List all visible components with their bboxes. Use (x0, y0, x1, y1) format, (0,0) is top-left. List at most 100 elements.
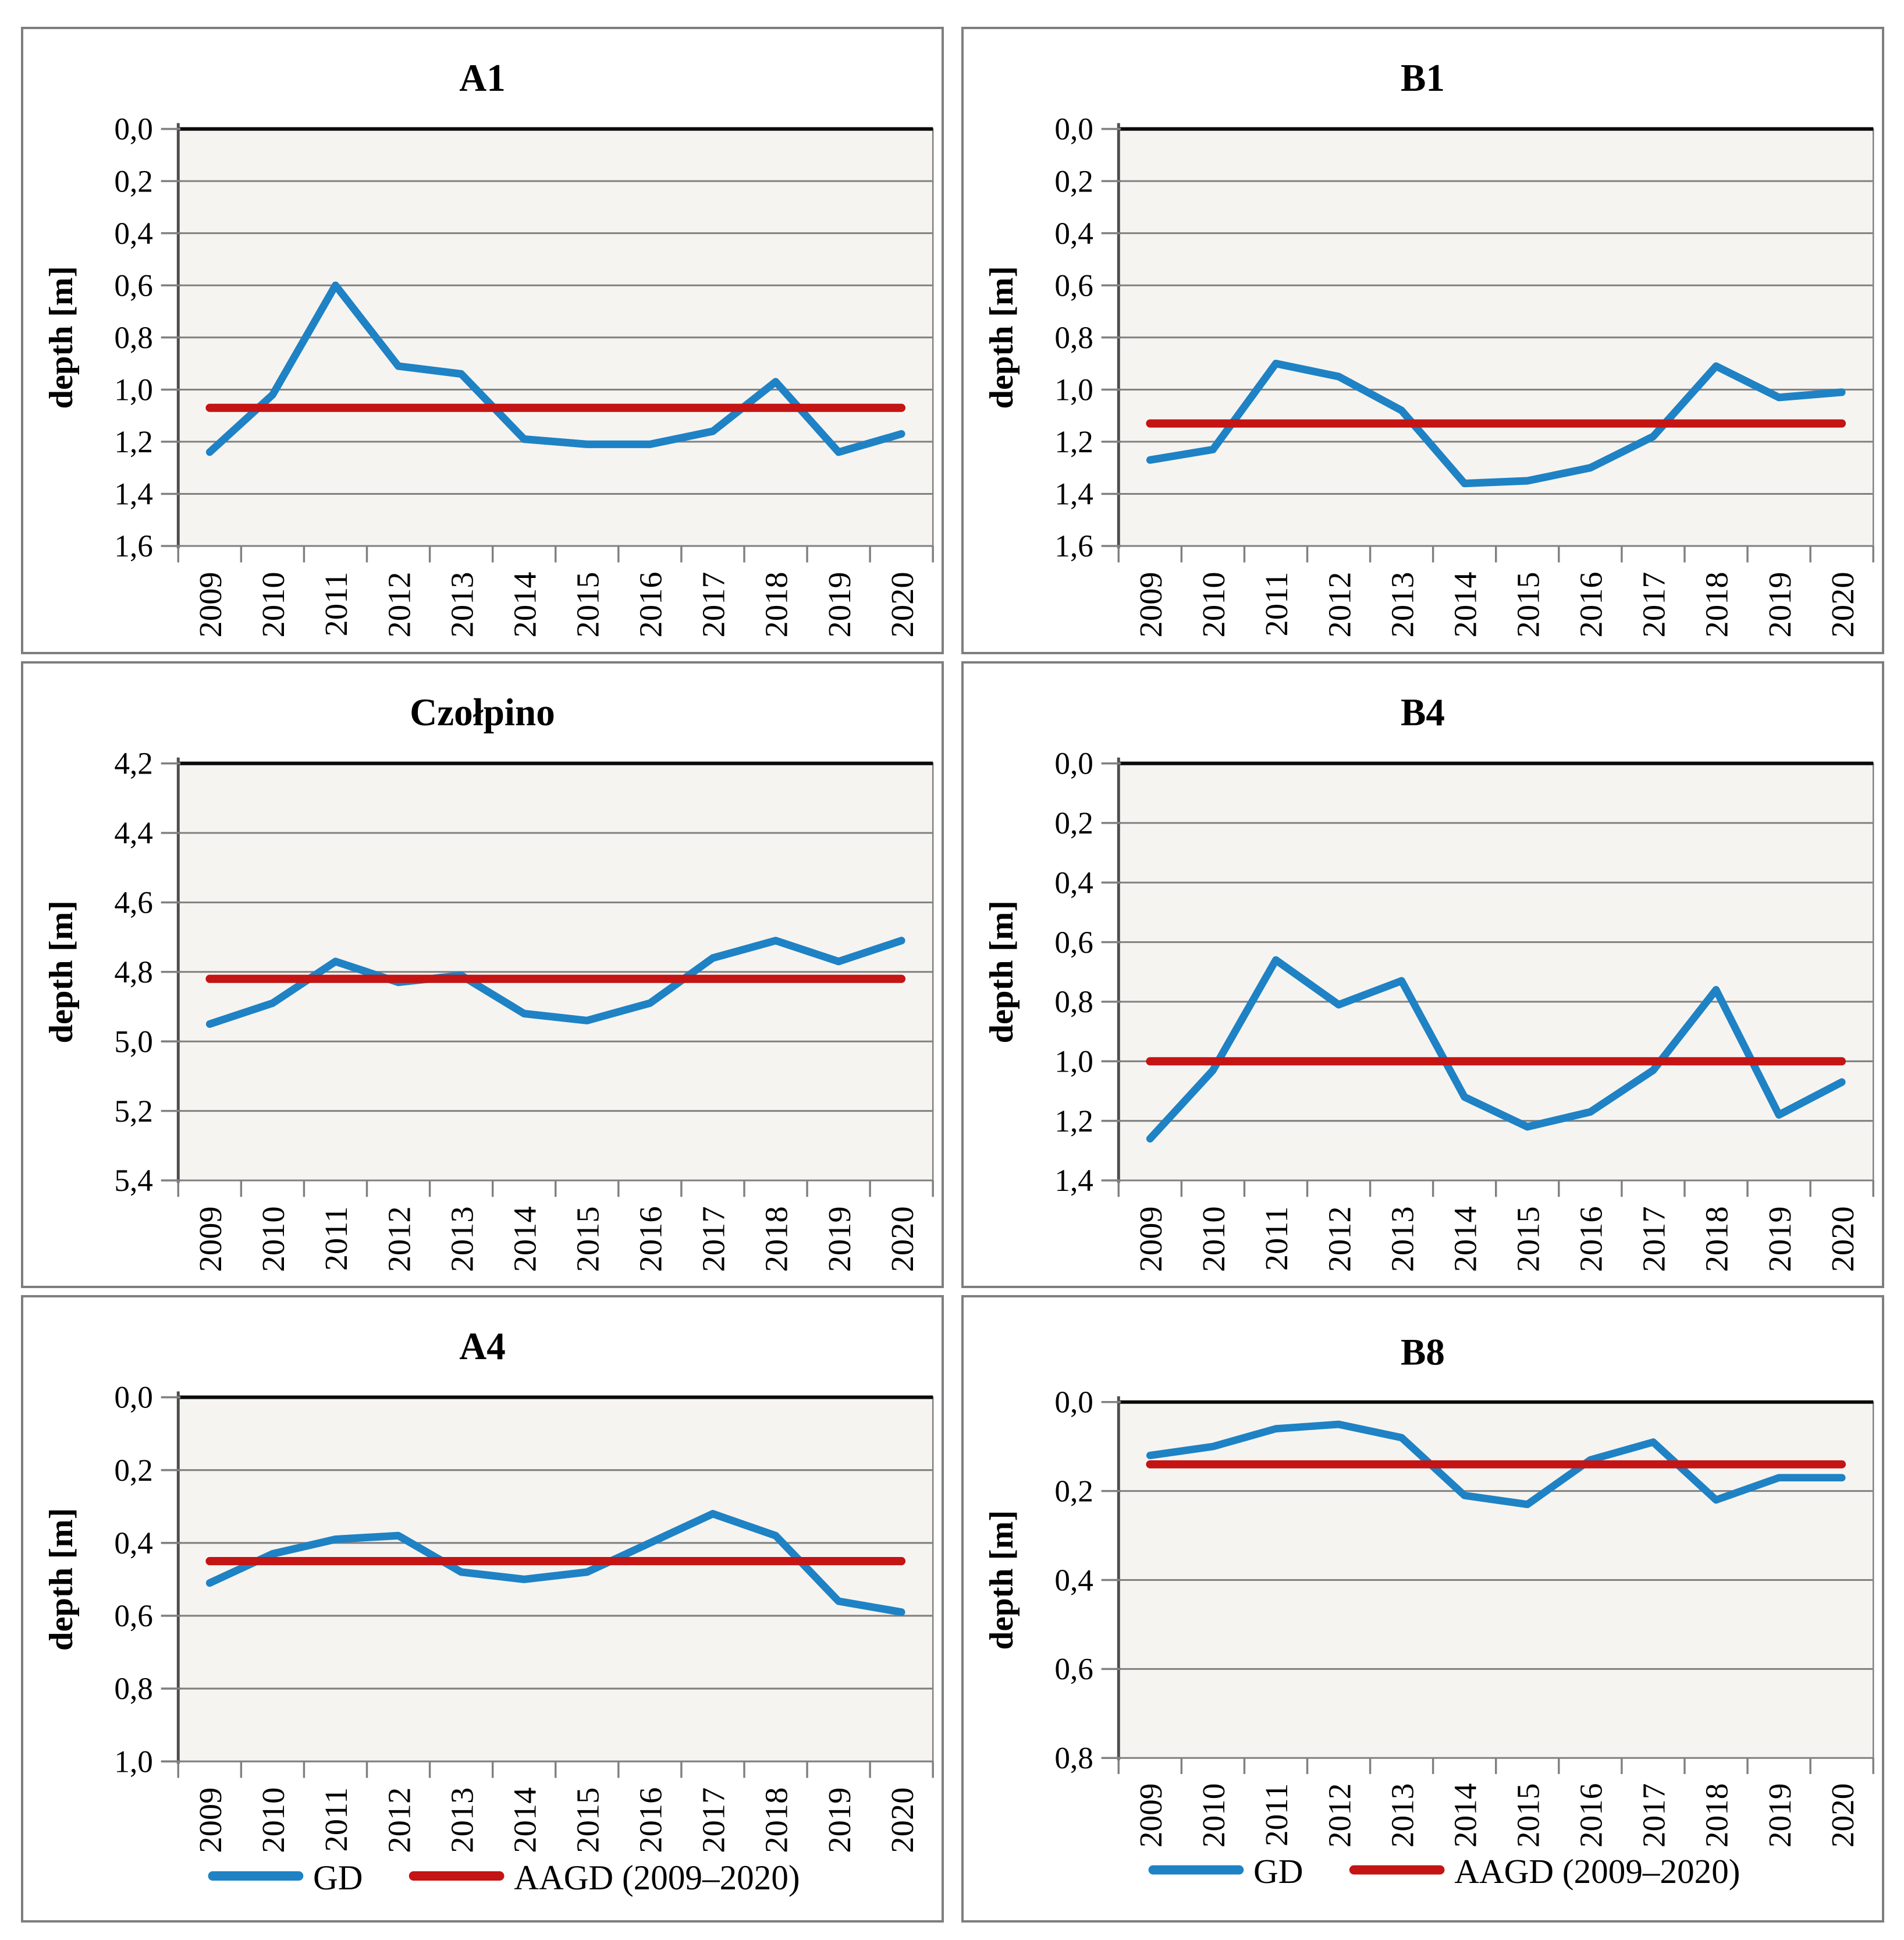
x-tick-label: 2020 (884, 1206, 920, 1272)
y-tick-label: 0,0 (1054, 746, 1093, 781)
y-tick-label: 5,0 (114, 1023, 153, 1059)
chart-title: A1 (459, 56, 506, 100)
x-tick-label: 2010 (256, 1788, 292, 1853)
gd-line (205, 281, 905, 456)
y-tick-label: 0,6 (1054, 924, 1093, 960)
y-tick-label: 1,2 (114, 424, 153, 460)
y-tick-label: 0,4 (1054, 1563, 1093, 1598)
y-tick-label: 1,4 (114, 476, 153, 512)
y-tick-label: 4,2 (114, 746, 153, 781)
y-tick-label: 0,4 (114, 215, 153, 251)
y-tick-label: 4,6 (114, 885, 153, 920)
gd-line (1146, 360, 1846, 488)
x-tick-label: 2012 (382, 1206, 417, 1272)
y-axis-label: depth [m] (982, 900, 1020, 1043)
x-tick-label: 2018 (759, 1788, 794, 1853)
x-tick-label: 2018 (759, 572, 794, 637)
panel-b4: 0,0 0,2 0,4 0,6 0,8 1,0 1,2 1,4 2009 2010 2011 2012… (961, 661, 1884, 1289)
x-tick-label: 2012 (382, 1788, 417, 1853)
y-tick-label: 0,0 (1054, 111, 1093, 147)
x-tick-label: 2015 (1511, 572, 1546, 637)
x-tick-label: 2010 (1196, 1783, 1231, 1847)
y-tick-label: 0,2 (1054, 1474, 1093, 1509)
plot-area (1118, 763, 1874, 1180)
x-tick-label: 2019 (1762, 1206, 1798, 1272)
x-tick-label: 2014 (1447, 1783, 1483, 1847)
x-tick-label: 2011 (1259, 572, 1295, 636)
y-tick-label: 1,6 (114, 529, 153, 564)
y-tick-label: 1,2 (1054, 424, 1093, 460)
x-tick-label: 2019 (1762, 572, 1798, 637)
x-tick-label: 2018 (1699, 572, 1735, 637)
gd-line (1146, 1420, 1846, 1509)
y-tick-label: 1,2 (1054, 1103, 1093, 1139)
x-tick-label: 2018 (759, 1206, 794, 1272)
chart-czolpino: 4,2 4,4 4,6 4,8 5,0 5,2 5,4 2009 2010 2011 2012 201… (42, 691, 934, 1272)
x-tick-label: 2017 (696, 1788, 731, 1853)
y-axis-label: depth [m] (42, 900, 79, 1043)
x-tick-label: 2011 (1259, 1206, 1295, 1271)
y-axis-label: depth [m] (982, 266, 1020, 409)
x-tick-label: 2013 (445, 1788, 480, 1853)
x-tick-label: 2019 (822, 1206, 857, 1272)
legend-gd-label: GD (313, 1859, 363, 1898)
x-tick-label: 2019 (822, 1788, 857, 1853)
x-tick-label: 2020 (1825, 572, 1860, 637)
x-tick-label: 2015 (1511, 1783, 1546, 1847)
y-tick-label: 0,8 (114, 1671, 153, 1707)
x-tick-label: 2009 (1134, 572, 1169, 637)
chart-b4: 0,0 0,2 0,4 0,6 0,8 1,0 1,2 1,4 2009 2010 2011 2012… (982, 691, 1874, 1272)
y-tick-label: 0,4 (1054, 215, 1093, 251)
x-tick-label: 2016 (1573, 1783, 1609, 1847)
x-tick-label: 2017 (1636, 1783, 1672, 1847)
panel-b1: 0,0 0,2 0,4 0,6 0,8 1,0 1,2 1,4 1,6 2009 2010 2011 2… (961, 27, 1884, 654)
gd-line (205, 937, 905, 1028)
legend-aagd-label: AAGD (2009–2020) (1454, 1853, 1740, 1891)
x-tick-label: 2013 (445, 1206, 480, 1272)
x-tick-label: 2019 (822, 572, 857, 637)
y-tick-label: 1,0 (1054, 372, 1093, 407)
x-tick-label: 2016 (633, 1788, 669, 1853)
y-tick-label: 1,4 (1054, 1162, 1093, 1198)
x-tick-label: 2014 (507, 1206, 543, 1272)
x-tick-label: 2011 (319, 1206, 354, 1271)
x-tick-label: 2009 (193, 1788, 229, 1853)
y-tick-label: 1,0 (1054, 1044, 1093, 1079)
legend-aagd-label: AAGD (2009–2020) (514, 1859, 800, 1898)
x-tick-label: 2014 (507, 1788, 543, 1853)
x-tick-label: 2014 (507, 572, 543, 637)
x-tick-label: 2012 (1322, 1783, 1357, 1847)
x-tick-label: 2015 (570, 1788, 606, 1853)
x-tick-label: 2020 (1825, 1783, 1860, 1847)
chart-b1: 0,0 0,2 0,4 0,6 0,8 1,0 1,2 1,4 1,6 2009 2010 2011 2… (982, 56, 1874, 637)
x-tick-label: 2019 (1762, 1783, 1798, 1847)
y-tick-label: 0,2 (1054, 805, 1093, 840)
x-tick-label: 2018 (1699, 1783, 1735, 1847)
gd-line (1146, 956, 1846, 1143)
y-tick-label: 0,2 (114, 1453, 153, 1488)
y-tick-label: 0,4 (1054, 865, 1093, 900)
x-tick-label: 2012 (1322, 572, 1358, 637)
y-tick-label: 0,6 (114, 268, 153, 303)
x-tick-label: 2016 (633, 1206, 669, 1272)
panel-a1: 0,0 0,2 0,4 0,6 0,8 1,0 1,2 1,4 1,6 2009 2010 2011 2… (21, 27, 944, 654)
x-tick-label: 2016 (1573, 572, 1609, 637)
chart-title: A4 (459, 1325, 506, 1368)
y-tick-label: 1,0 (114, 372, 153, 407)
chart-title: B4 (1401, 691, 1445, 734)
panel-a4: 0,0 0,2 0,4 0,6 0,8 1,0 2009 2010 2011 2012 2013 20… (21, 1295, 944, 1923)
x-tick-label: 2012 (382, 572, 417, 637)
x-tick-label: 2017 (1636, 1206, 1672, 1272)
panel-czolpino: 4,2 4,4 4,6 4,8 5,0 5,2 5,4 2009 2010 2011 2012 201… (21, 661, 944, 1289)
x-tick-label: 2013 (445, 572, 480, 637)
chart-a4: 0,0 0,2 0,4 0,6 0,8 1,0 2009 2010 2011 2012 2013 20… (42, 1325, 934, 1898)
y-tick-label: 0,0 (114, 111, 153, 147)
panel-b8: 0,0 0,2 0,4 0,6 0,8 2009 2010 2011 2012 2013 2014 2… (961, 1295, 1884, 1923)
y-tick-label: 5,2 (114, 1093, 153, 1129)
x-tick-label: 2017 (1636, 572, 1672, 637)
chart-b8: 0,0 0,2 0,4 0,6 0,8 2009 2010 2011 2012 2013 2014 2… (983, 1332, 1874, 1891)
x-tick-label: 2009 (1134, 1206, 1169, 1272)
y-tick-label: 0,8 (114, 320, 153, 355)
y-tick-label: 0,6 (1054, 1652, 1093, 1686)
